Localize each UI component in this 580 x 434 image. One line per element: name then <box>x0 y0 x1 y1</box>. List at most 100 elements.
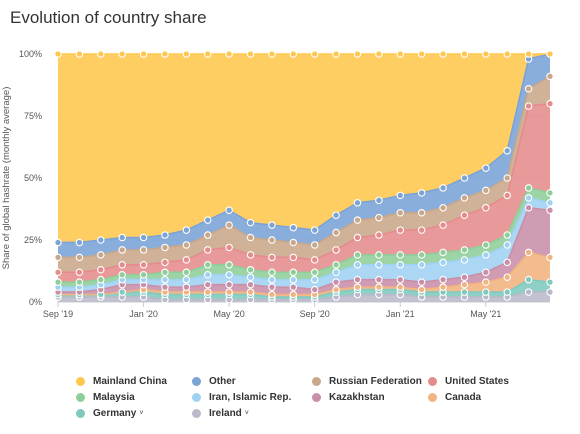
data-point[interactable] <box>268 221 276 229</box>
chevron-down-icon[interactable]: ˅ <box>244 410 249 417</box>
data-point[interactable] <box>54 253 62 262</box>
data-point[interactable] <box>225 221 233 229</box>
data-point[interactable] <box>546 189 554 197</box>
data-point[interactable] <box>460 256 469 264</box>
data-point[interactable] <box>353 50 362 58</box>
data-point[interactable] <box>546 72 554 81</box>
data-point[interactable] <box>546 253 554 262</box>
data-point[interactable] <box>524 275 533 284</box>
legend-item-malaysia[interactable]: Malaysia <box>76 392 135 403</box>
data-point[interactable] <box>375 275 383 284</box>
data-point[interactable] <box>268 236 276 244</box>
chevron-down-icon[interactable]: ˅ <box>139 410 144 417</box>
data-point[interactable] <box>161 243 169 252</box>
data-point[interactable] <box>546 278 554 286</box>
data-point[interactable] <box>524 84 533 93</box>
data-point[interactable] <box>139 50 148 58</box>
data-point[interactable] <box>182 256 191 264</box>
data-point[interactable] <box>161 50 169 58</box>
data-point[interactable] <box>268 268 276 276</box>
data-point[interactable] <box>353 261 362 269</box>
data-point[interactable] <box>161 268 169 276</box>
area-iran-islamic-rep-[interactable] <box>58 197 550 293</box>
data-point[interactable] <box>161 258 169 267</box>
data-point[interactable] <box>246 233 255 242</box>
data-point[interactable] <box>161 275 169 284</box>
data-point[interactable] <box>203 270 212 279</box>
data-point[interactable] <box>375 261 383 269</box>
data-point[interactable] <box>289 238 298 247</box>
data-point[interactable] <box>75 268 84 276</box>
data-point[interactable] <box>97 50 105 58</box>
data-point[interactable] <box>460 280 469 289</box>
data-point[interactable] <box>417 226 426 234</box>
data-point[interactable] <box>182 50 191 58</box>
data-point[interactable] <box>460 211 469 219</box>
data-point[interactable] <box>203 231 212 239</box>
data-point[interactable] <box>396 226 405 234</box>
data-point[interactable] <box>396 261 405 269</box>
data-point[interactable] <box>439 221 447 229</box>
area-other[interactable] <box>58 54 550 258</box>
data-point[interactable] <box>54 268 62 276</box>
data-point[interactable] <box>225 206 233 214</box>
data-point[interactable] <box>375 283 383 291</box>
legend-item-other[interactable]: Other <box>192 376 236 387</box>
data-point[interactable] <box>332 50 340 58</box>
data-point[interactable] <box>524 184 533 192</box>
data-point[interactable] <box>482 251 490 259</box>
data-point[interactable] <box>203 280 212 289</box>
data-point[interactable] <box>375 196 383 205</box>
data-point[interactable] <box>203 50 212 58</box>
data-point[interactable] <box>332 285 340 294</box>
data-point[interactable] <box>289 268 298 276</box>
data-point[interactable] <box>546 206 554 214</box>
data-point[interactable] <box>524 102 533 110</box>
data-point[interactable] <box>439 283 447 291</box>
data-point[interactable] <box>546 50 554 58</box>
data-point[interactable] <box>54 278 62 286</box>
data-point[interactable] <box>417 278 426 286</box>
data-point[interactable] <box>97 236 105 244</box>
data-point[interactable] <box>396 50 405 58</box>
data-point[interactable] <box>97 266 105 274</box>
data-point[interactable] <box>54 50 62 58</box>
data-point[interactable] <box>225 270 233 279</box>
data-point[interactable] <box>225 243 233 252</box>
legend-item-kazakhstan[interactable]: Kazakhstan <box>312 392 385 403</box>
data-point[interactable] <box>503 174 511 182</box>
data-point[interactable] <box>417 50 426 58</box>
data-point[interactable] <box>225 261 233 269</box>
data-point[interactable] <box>439 204 447 212</box>
data-point[interactable] <box>203 246 212 254</box>
legend-item-russian-federation[interactable]: Russian Federation <box>312 376 422 387</box>
data-point[interactable] <box>439 184 447 192</box>
legend-item-united-states[interactable]: United States <box>428 376 509 387</box>
data-point[interactable] <box>482 204 490 212</box>
data-point[interactable] <box>332 228 340 237</box>
data-point[interactable] <box>289 283 298 291</box>
data-point[interactable] <box>503 50 511 58</box>
data-point[interactable] <box>118 50 126 58</box>
data-point[interactable] <box>482 164 490 172</box>
data-point[interactable] <box>97 251 105 259</box>
data-point[interactable] <box>503 191 511 200</box>
data-point[interactable] <box>310 226 319 234</box>
data-point[interactable] <box>332 246 340 254</box>
data-point[interactable] <box>310 268 319 276</box>
data-point[interactable] <box>482 241 490 249</box>
data-point[interactable] <box>310 50 319 58</box>
data-point[interactable] <box>439 248 447 257</box>
area-united-states[interactable] <box>58 103 550 283</box>
data-point[interactable] <box>246 50 255 58</box>
data-point[interactable] <box>203 288 212 296</box>
data-point[interactable] <box>375 50 383 58</box>
data-point[interactable] <box>203 216 212 224</box>
data-point[interactable] <box>375 251 383 259</box>
data-point[interactable] <box>460 273 469 281</box>
data-point[interactable] <box>503 288 511 296</box>
data-point[interactable] <box>482 288 490 296</box>
data-point[interactable] <box>182 226 191 234</box>
data-point[interactable] <box>182 275 191 284</box>
data-point[interactable] <box>482 186 490 195</box>
